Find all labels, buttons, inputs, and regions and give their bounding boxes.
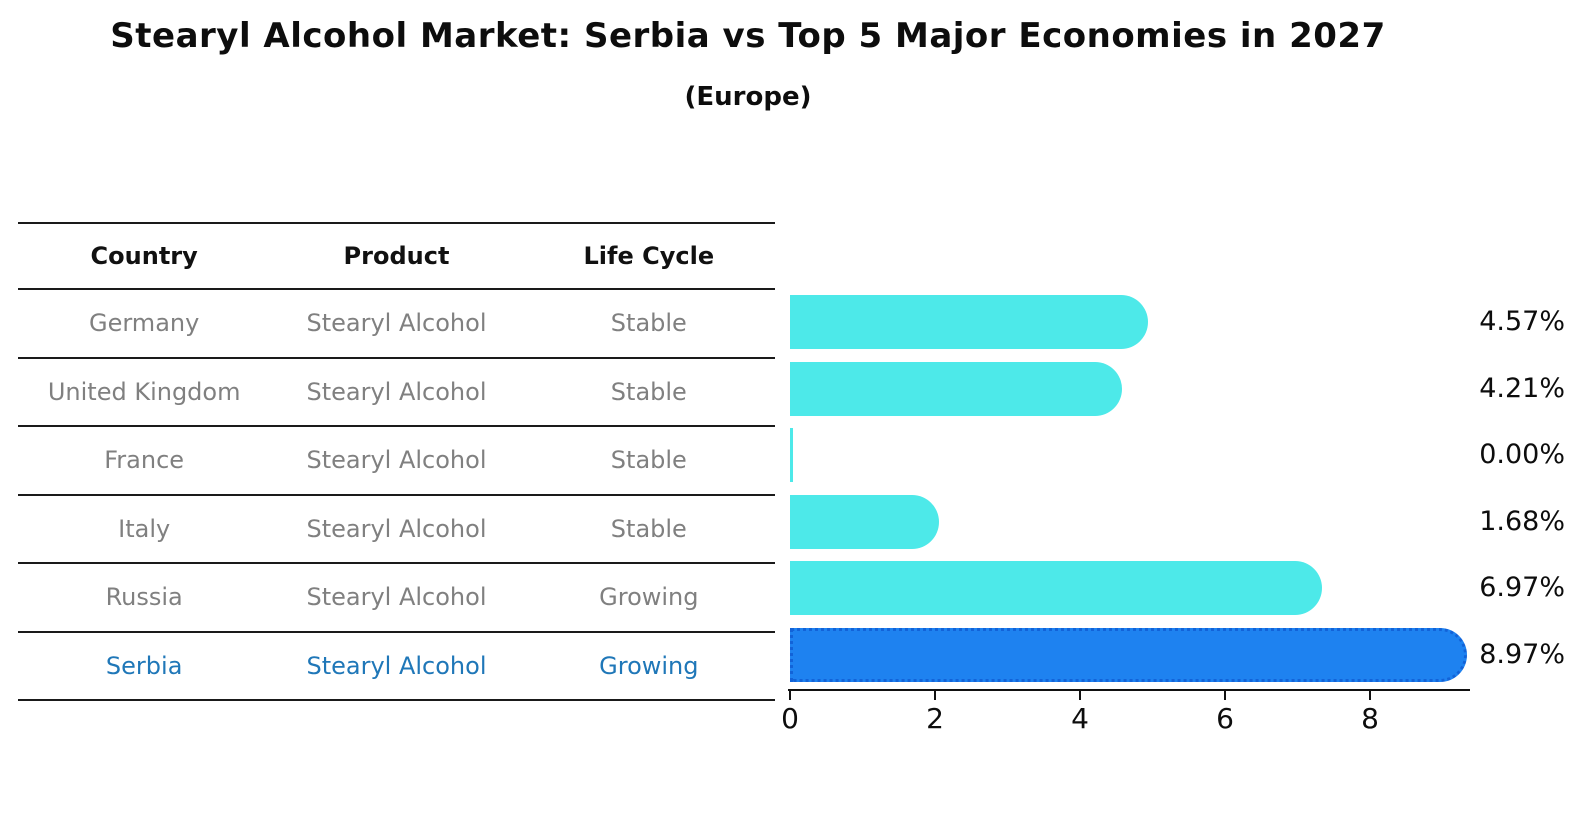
cell-life-cycle: Stable (610, 377, 687, 406)
bar-united-kingdom (790, 361, 1123, 416)
cell-product: Stearyl Alcohol (306, 309, 487, 338)
x-tick-4 (1079, 691, 1081, 700)
cell-country: Russia (105, 583, 183, 612)
cell-country: Serbia (105, 651, 183, 680)
table-row-italy: Italy Stearyl Alcohol Stable (18, 493, 775, 563)
bar-italy (790, 494, 939, 549)
x-tick-label-0: 0 (781, 702, 799, 735)
cell-life-cycle: Growing (599, 583, 699, 612)
cell-life-cycle: Stable (610, 514, 687, 543)
table-row-russia: Russia Stearyl Alcohol Growing (18, 562, 775, 631)
table-header-row: Country Product Life Cycle (18, 224, 775, 288)
page-title: Stearyl Alcohol Market: Serbia vs Top 5 … (110, 16, 1386, 56)
x-tick-label-8: 8 (1361, 702, 1379, 735)
header-cell-lifecycle: Life Cycle (583, 242, 715, 270)
x-tick-2 (934, 691, 936, 700)
cell-product: Stearyl Alcohol (306, 514, 487, 543)
value-label-united-kingdom: 4.21% (1479, 372, 1565, 404)
cell-product: Stearyl Alcohol (306, 583, 487, 612)
cell-life-cycle: Stable (610, 309, 687, 338)
value-label-serbia: 8.97% (1479, 638, 1565, 670)
x-tick-label-6: 6 (1216, 702, 1234, 735)
cell-country: United Kingdom (47, 377, 241, 406)
page-subtitle: (Europe) (684, 82, 812, 112)
cell-country: Italy (118, 514, 171, 543)
x-tick-label-2: 2 (926, 702, 944, 735)
bar-germany (790, 295, 1149, 349)
cell-country: France (104, 446, 185, 475)
x-tick-label-4: 4 (1071, 702, 1089, 735)
header-cell-country: Country (90, 242, 198, 270)
value-label-italy: 1.68% (1479, 505, 1565, 537)
value-label-france: 0.00% (1479, 439, 1565, 470)
x-tick-6 (1224, 691, 1226, 700)
value-label-russia: 6.97% (1479, 572, 1565, 603)
comparison-table: Country Product Life Cycle Germany Steary… (18, 222, 775, 701)
cell-product: Stearyl Alcohol (306, 377, 487, 406)
table-row-united-kingdom: United Kingdom Stearyl Alcohol Stable (18, 356, 775, 426)
table-row-serbia: Serbia Stearyl Alcohol Growing (18, 630, 775, 700)
table-row-germany: Germany Stearyl Alcohol Stable (18, 288, 775, 357)
table-row-france: France Stearyl Alcohol Stable (18, 425, 775, 494)
bar-russia (790, 561, 1323, 615)
bar-serbia (790, 627, 1468, 682)
cell-life-cycle: Growing (599, 651, 699, 680)
value-label-germany: 4.57% (1479, 306, 1565, 337)
x-tick-8 (1369, 691, 1371, 700)
cell-life-cycle: Stable (610, 446, 687, 475)
cell-country: Germany (89, 309, 200, 338)
cell-product: Stearyl Alcohol (306, 651, 487, 680)
bar-france (790, 428, 793, 482)
cell-product: Stearyl Alcohol (306, 446, 487, 475)
header-cell-product: Product (343, 242, 450, 270)
x-axis-line (788, 689, 1470, 691)
x-tick-0 (789, 691, 791, 700)
